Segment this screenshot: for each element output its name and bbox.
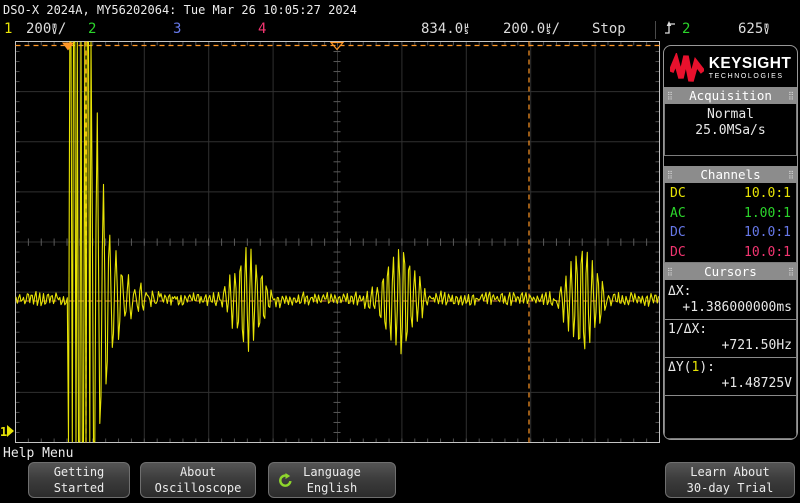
trigger-position-marker	[62, 42, 74, 51]
grip-icon: ⣿	[788, 169, 794, 179]
timebase-readout: 200.0 µ s /	[503, 20, 561, 37]
keysight-spark-icon	[669, 53, 704, 82]
channels-info: DC 10.0:1 AC 1.00:1 DC 10.0:1 DC 10.0:1	[664, 183, 797, 263]
getting-started-button[interactable]: Getting Started	[28, 462, 130, 498]
grip-icon: ⣿	[667, 266, 673, 276]
delay-readout: 834.0 µ s	[421, 20, 469, 37]
softkey-bar: Help Menu Getting Started About Oscillosco…	[0, 444, 800, 503]
acquisition-info: Normal 25.0MSa/s	[664, 104, 797, 156]
cursors-info: ΔX: +1.386000000ms 1/ΔX: +721.50Hz ΔY(1)…	[664, 280, 797, 439]
trigger-source: 2	[682, 21, 691, 37]
grip-icon: ⣿	[667, 169, 673, 179]
channel1-row: DC 10.0:1	[670, 186, 791, 201]
channel1-scale: 200 m V /	[26, 20, 67, 37]
ground-marker: 1	[0, 425, 14, 439]
cursor-delta-y: ΔY(1): +1.48725V	[665, 358, 796, 396]
language-refresh-icon	[278, 473, 293, 493]
channel3-row: DC 10.0:1	[670, 225, 791, 240]
language-button[interactable]: Language English	[268, 462, 396, 498]
sample-rate: 25.0MSa/s	[695, 123, 766, 138]
title-bar: DSO-X 2024A, MY56202064: Tue Mar 26 10:0…	[0, 0, 800, 19]
time-reference-marker	[329, 41, 345, 51]
grip-icon: ⣿	[788, 266, 794, 276]
trigger-edge-icon	[664, 20, 676, 40]
cursor-inverse-delta-x: 1/ΔX: +721.50Hz	[665, 320, 796, 358]
section-header-acquisition[interactable]: ⣿ Acquisition ⣿	[664, 87, 797, 104]
brand-name: KEYSIGHT	[708, 55, 792, 73]
channel1-badge: 1	[4, 21, 13, 37]
acquisition-mode: Normal	[707, 107, 754, 122]
section-header-channels[interactable]: ⣿ Channels ⣿	[664, 166, 797, 183]
menu-title: Help Menu	[3, 446, 74, 461]
trigger-section-divider	[655, 21, 656, 39]
section-header-cursors[interactable]: ⣿ Cursors ⣿	[664, 263, 797, 280]
channel2-badge: 2	[88, 21, 97, 37]
about-oscilloscope-button[interactable]: About Oscilloscope	[140, 462, 256, 498]
channel2-row: AC 1.00:1	[670, 205, 791, 221]
channel4-row: DC 10.0:1	[670, 244, 791, 260]
svg-text:1: 1	[0, 425, 7, 439]
grip-icon: ⣿	[667, 90, 673, 100]
channel1-trace	[15, 41, 660, 443]
cursor-delta-x: ΔX: +1.386000000ms	[665, 282, 796, 320]
waveform-display: 1	[0, 41, 660, 443]
channel3-badge: 3	[173, 21, 182, 37]
keysight-logo: KEYSIGHT TECHNOLOGIES	[664, 46, 797, 87]
brand-sub: TECHNOLOGIES	[708, 72, 784, 80]
instrument-title: DSO-X 2024A, MY56202064: Tue Mar 26 10:0…	[3, 3, 358, 17]
run-state: Stop	[592, 21, 626, 37]
side-panel: KEYSIGHT TECHNOLOGIES ⣿ Acquisition ⣿ No…	[663, 45, 798, 440]
trigger-level-readout: 625 m V	[738, 20, 769, 37]
learn-about-trial-button[interactable]: Learn About 30-day Trial	[665, 462, 795, 498]
channel4-badge: 4	[258, 21, 267, 37]
grip-icon: ⣿	[788, 90, 794, 100]
status-bar: 1 200 m V/ 2 3 4 834.0 µ s 200.0 µ s / Stop 2 6…	[0, 19, 800, 41]
